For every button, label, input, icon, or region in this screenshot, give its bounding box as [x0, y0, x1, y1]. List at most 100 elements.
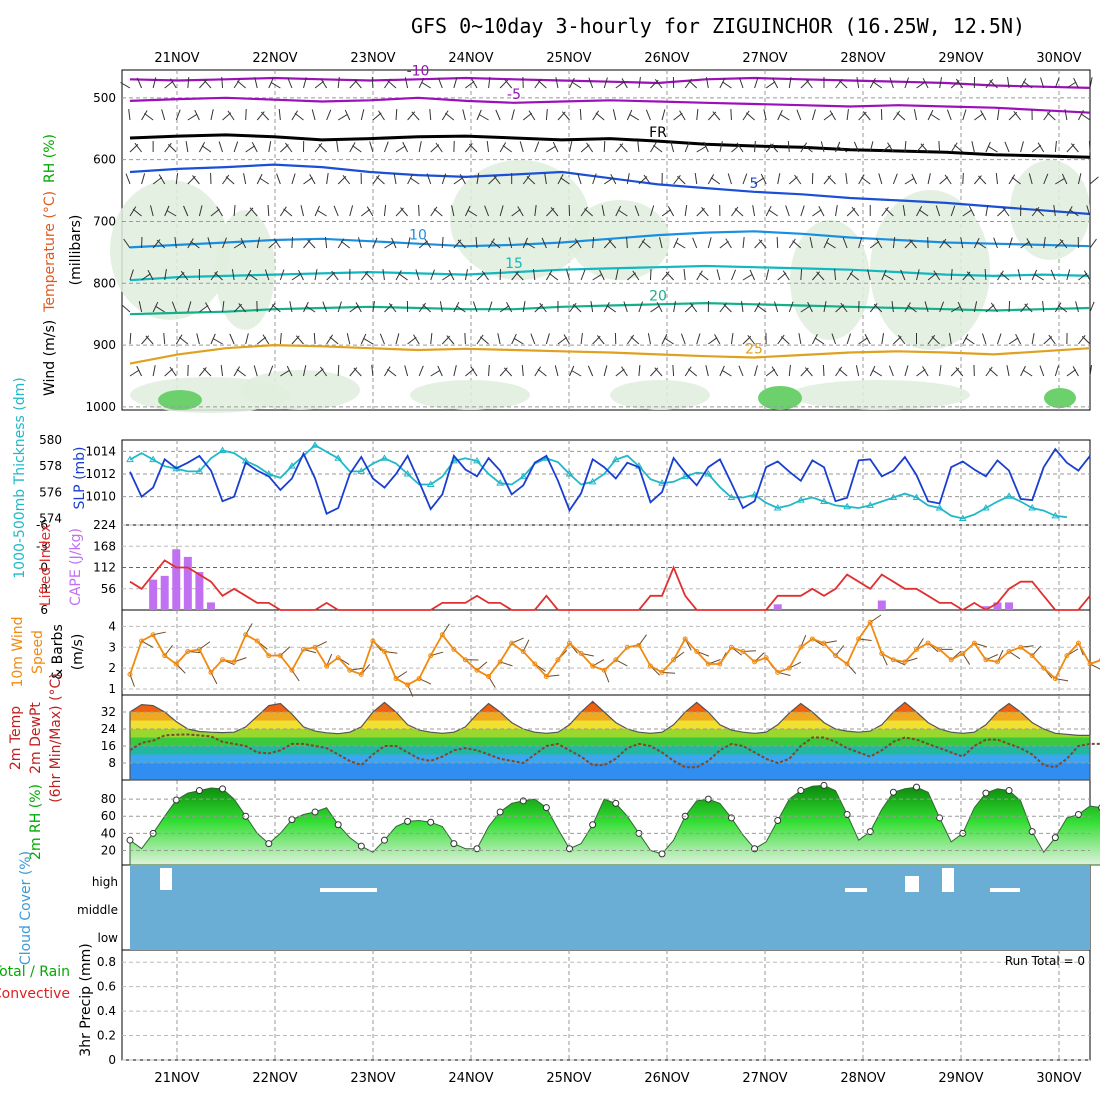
wind-barb: [291, 173, 296, 185]
wind-barb: [214, 271, 223, 281]
wind-barb: [444, 112, 455, 121]
wind-barb: [411, 111, 420, 121]
wind-barb: [904, 365, 909, 377]
wind-barb: [1048, 334, 1056, 345]
wind-barb: [942, 240, 952, 249]
wind-barb: [1000, 272, 1010, 281]
wind-barb: [788, 77, 792, 89]
isotherm-line: [129, 76, 1091, 89]
wind-speed-marker: [127, 671, 133, 677]
wind-barb: [571, 81, 582, 89]
wind-barb: [439, 301, 443, 313]
wind-barb: [673, 301, 677, 313]
wind-barb: [278, 109, 281, 121]
wind-barb: [957, 301, 964, 313]
wind-barb: [891, 301, 894, 313]
wind-barb: [522, 301, 526, 313]
wind-barb: [123, 238, 131, 249]
wind-barb: [922, 366, 929, 377]
wind-barb: [1088, 140, 1091, 153]
wind-ylabel-part: (m/s): [70, 634, 86, 671]
wind-barb: [383, 205, 387, 217]
wind-barb: [563, 334, 570, 345]
wind-barb: [825, 241, 836, 249]
wind-barb: [892, 110, 901, 121]
wind-barb: [800, 205, 805, 217]
wind-barb: [163, 332, 166, 345]
wind-barb: [468, 143, 478, 153]
wind-barb: [471, 78, 478, 89]
wind-speed-marker: [474, 667, 480, 673]
wind-barb: [580, 333, 583, 345]
wind-barb: [765, 368, 776, 377]
wind-barb: [829, 110, 836, 121]
cape-tick-label: 168: [93, 539, 116, 553]
wind-barb: [194, 109, 200, 121]
wind-barb: [1043, 110, 1051, 121]
wind-barb: [574, 238, 582, 249]
wind-barb: [586, 142, 594, 153]
isotherm-line: [129, 230, 1091, 249]
wind-barb: [464, 269, 469, 281]
wind-barb: [592, 173, 597, 185]
wind-barb: [592, 236, 595, 249]
wind-barb: [525, 242, 536, 249]
wind-barb: [231, 269, 235, 281]
wind-barb: [621, 366, 628, 377]
rh-marker: [982, 789, 990, 797]
wind-barb: [572, 303, 582, 313]
wind-barb: [1011, 176, 1021, 185]
wind-barb: [418, 204, 420, 217]
wind-barb: [344, 109, 351, 121]
wind-barb: [125, 173, 131, 185]
wind-speed-marker: [185, 648, 191, 654]
wind-barb: [626, 173, 630, 185]
wind-barb: [731, 144, 741, 153]
thickness-tick-label: 574: [39, 511, 62, 525]
date-label-bottom: 29NOV: [938, 1071, 983, 1086]
wind-speed-marker: [647, 663, 653, 669]
wind-barb: [900, 269, 906, 281]
wind-barb: [129, 369, 140, 377]
cloud-gap: [160, 868, 172, 890]
wind-barb: [493, 174, 501, 185]
wind-barb: [326, 173, 329, 185]
wind-barb: [950, 142, 958, 153]
wind-barb: [768, 209, 778, 217]
wind-barb: [544, 173, 547, 185]
wind-barb: [939, 238, 947, 249]
wind-barb: [776, 236, 779, 249]
thickness-tick-label: 578: [39, 459, 62, 473]
wind-speed-marker: [462, 657, 468, 663]
wind-speed-marker: [983, 657, 989, 663]
wind-barb: [384, 366, 391, 377]
wind-barb: [1020, 303, 1029, 313]
wind-barb: [580, 269, 586, 281]
wind-barb: [765, 81, 776, 89]
wind-barb: [948, 333, 952, 345]
wind-barb: [864, 334, 871, 345]
wind-barb: [324, 237, 328, 249]
temp-band: [130, 701, 1090, 704]
thickness-line-marker: [426, 480, 435, 487]
wind-speed-marker: [428, 653, 434, 659]
wind-speed-marker: [671, 657, 677, 663]
wind-speed-marker: [555, 657, 561, 663]
wind-barb: [971, 141, 975, 153]
wind-barb: [537, 368, 547, 377]
temp-band: [130, 763, 1090, 780]
thickness-line-marker: [681, 472, 690, 480]
date-label-top: 29NOV: [938, 51, 983, 66]
high-humidity-area: [158, 390, 202, 410]
temp-tick-label: 8: [108, 756, 116, 770]
wind-barb: [190, 240, 200, 249]
rh-marker: [450, 840, 458, 848]
wind-barb: [1089, 238, 1097, 249]
wind-tick-label: 1: [108, 682, 116, 696]
wind-barb: [363, 337, 374, 345]
wind-barb: [404, 77, 409, 89]
wind-barb: [816, 271, 825, 281]
wind-ylabel-part: & Barbs: [50, 624, 66, 680]
wind-barb: [1078, 272, 1088, 281]
